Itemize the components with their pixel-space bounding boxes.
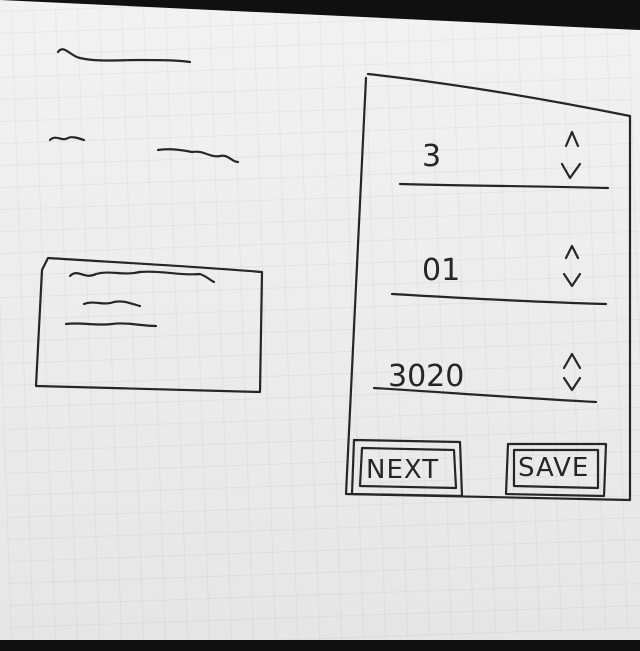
month-up-arrow-icon[interactable] bbox=[564, 244, 580, 260]
month-underline bbox=[390, 292, 608, 306]
next-button[interactable]: NEXT bbox=[350, 438, 464, 498]
year-underline bbox=[372, 386, 598, 404]
year-stepper[interactable] bbox=[562, 352, 582, 392]
month-stepper[interactable] bbox=[562, 244, 582, 288]
day-underline bbox=[398, 182, 610, 190]
day-up-arrow-icon[interactable] bbox=[564, 130, 580, 148]
card-line-scribble-2 bbox=[64, 322, 158, 328]
day-stepper[interactable] bbox=[560, 130, 582, 180]
label-scribble-small bbox=[48, 136, 86, 142]
next-button-label: NEXT bbox=[366, 455, 439, 485]
month-down-arrow-icon[interactable] bbox=[562, 272, 582, 288]
year-up-arrow-icon[interactable] bbox=[562, 352, 582, 370]
save-button-inner-border bbox=[512, 448, 600, 490]
year-value: 3020 bbox=[388, 359, 464, 394]
left-card bbox=[34, 256, 264, 394]
year-field[interactable]: 3020 bbox=[372, 359, 598, 404]
day-down-arrow-icon[interactable] bbox=[560, 162, 582, 180]
panel-border bbox=[344, 72, 632, 502]
card-heading-scribble bbox=[68, 270, 216, 284]
month-field[interactable]: 01 bbox=[390, 253, 608, 306]
save-button-label: SAVE bbox=[518, 453, 589, 483]
next-button-inner-border bbox=[358, 446, 458, 490]
date-form-panel bbox=[344, 72, 632, 502]
left-header-area bbox=[48, 48, 240, 164]
card-line-scribble-1 bbox=[82, 300, 142, 308]
day-field[interactable]: 3 bbox=[398, 139, 610, 190]
day-value: 3 bbox=[422, 139, 441, 174]
left-card-border bbox=[34, 256, 264, 394]
next-button-outer-border bbox=[350, 438, 464, 498]
month-value: 01 bbox=[422, 253, 460, 288]
year-down-arrow-icon[interactable] bbox=[562, 376, 582, 392]
label-scribble-wavy bbox=[156, 148, 240, 164]
title-scribble bbox=[56, 48, 192, 64]
save-button-outer-border bbox=[504, 442, 608, 498]
save-button[interactable]: SAVE bbox=[504, 442, 608, 498]
